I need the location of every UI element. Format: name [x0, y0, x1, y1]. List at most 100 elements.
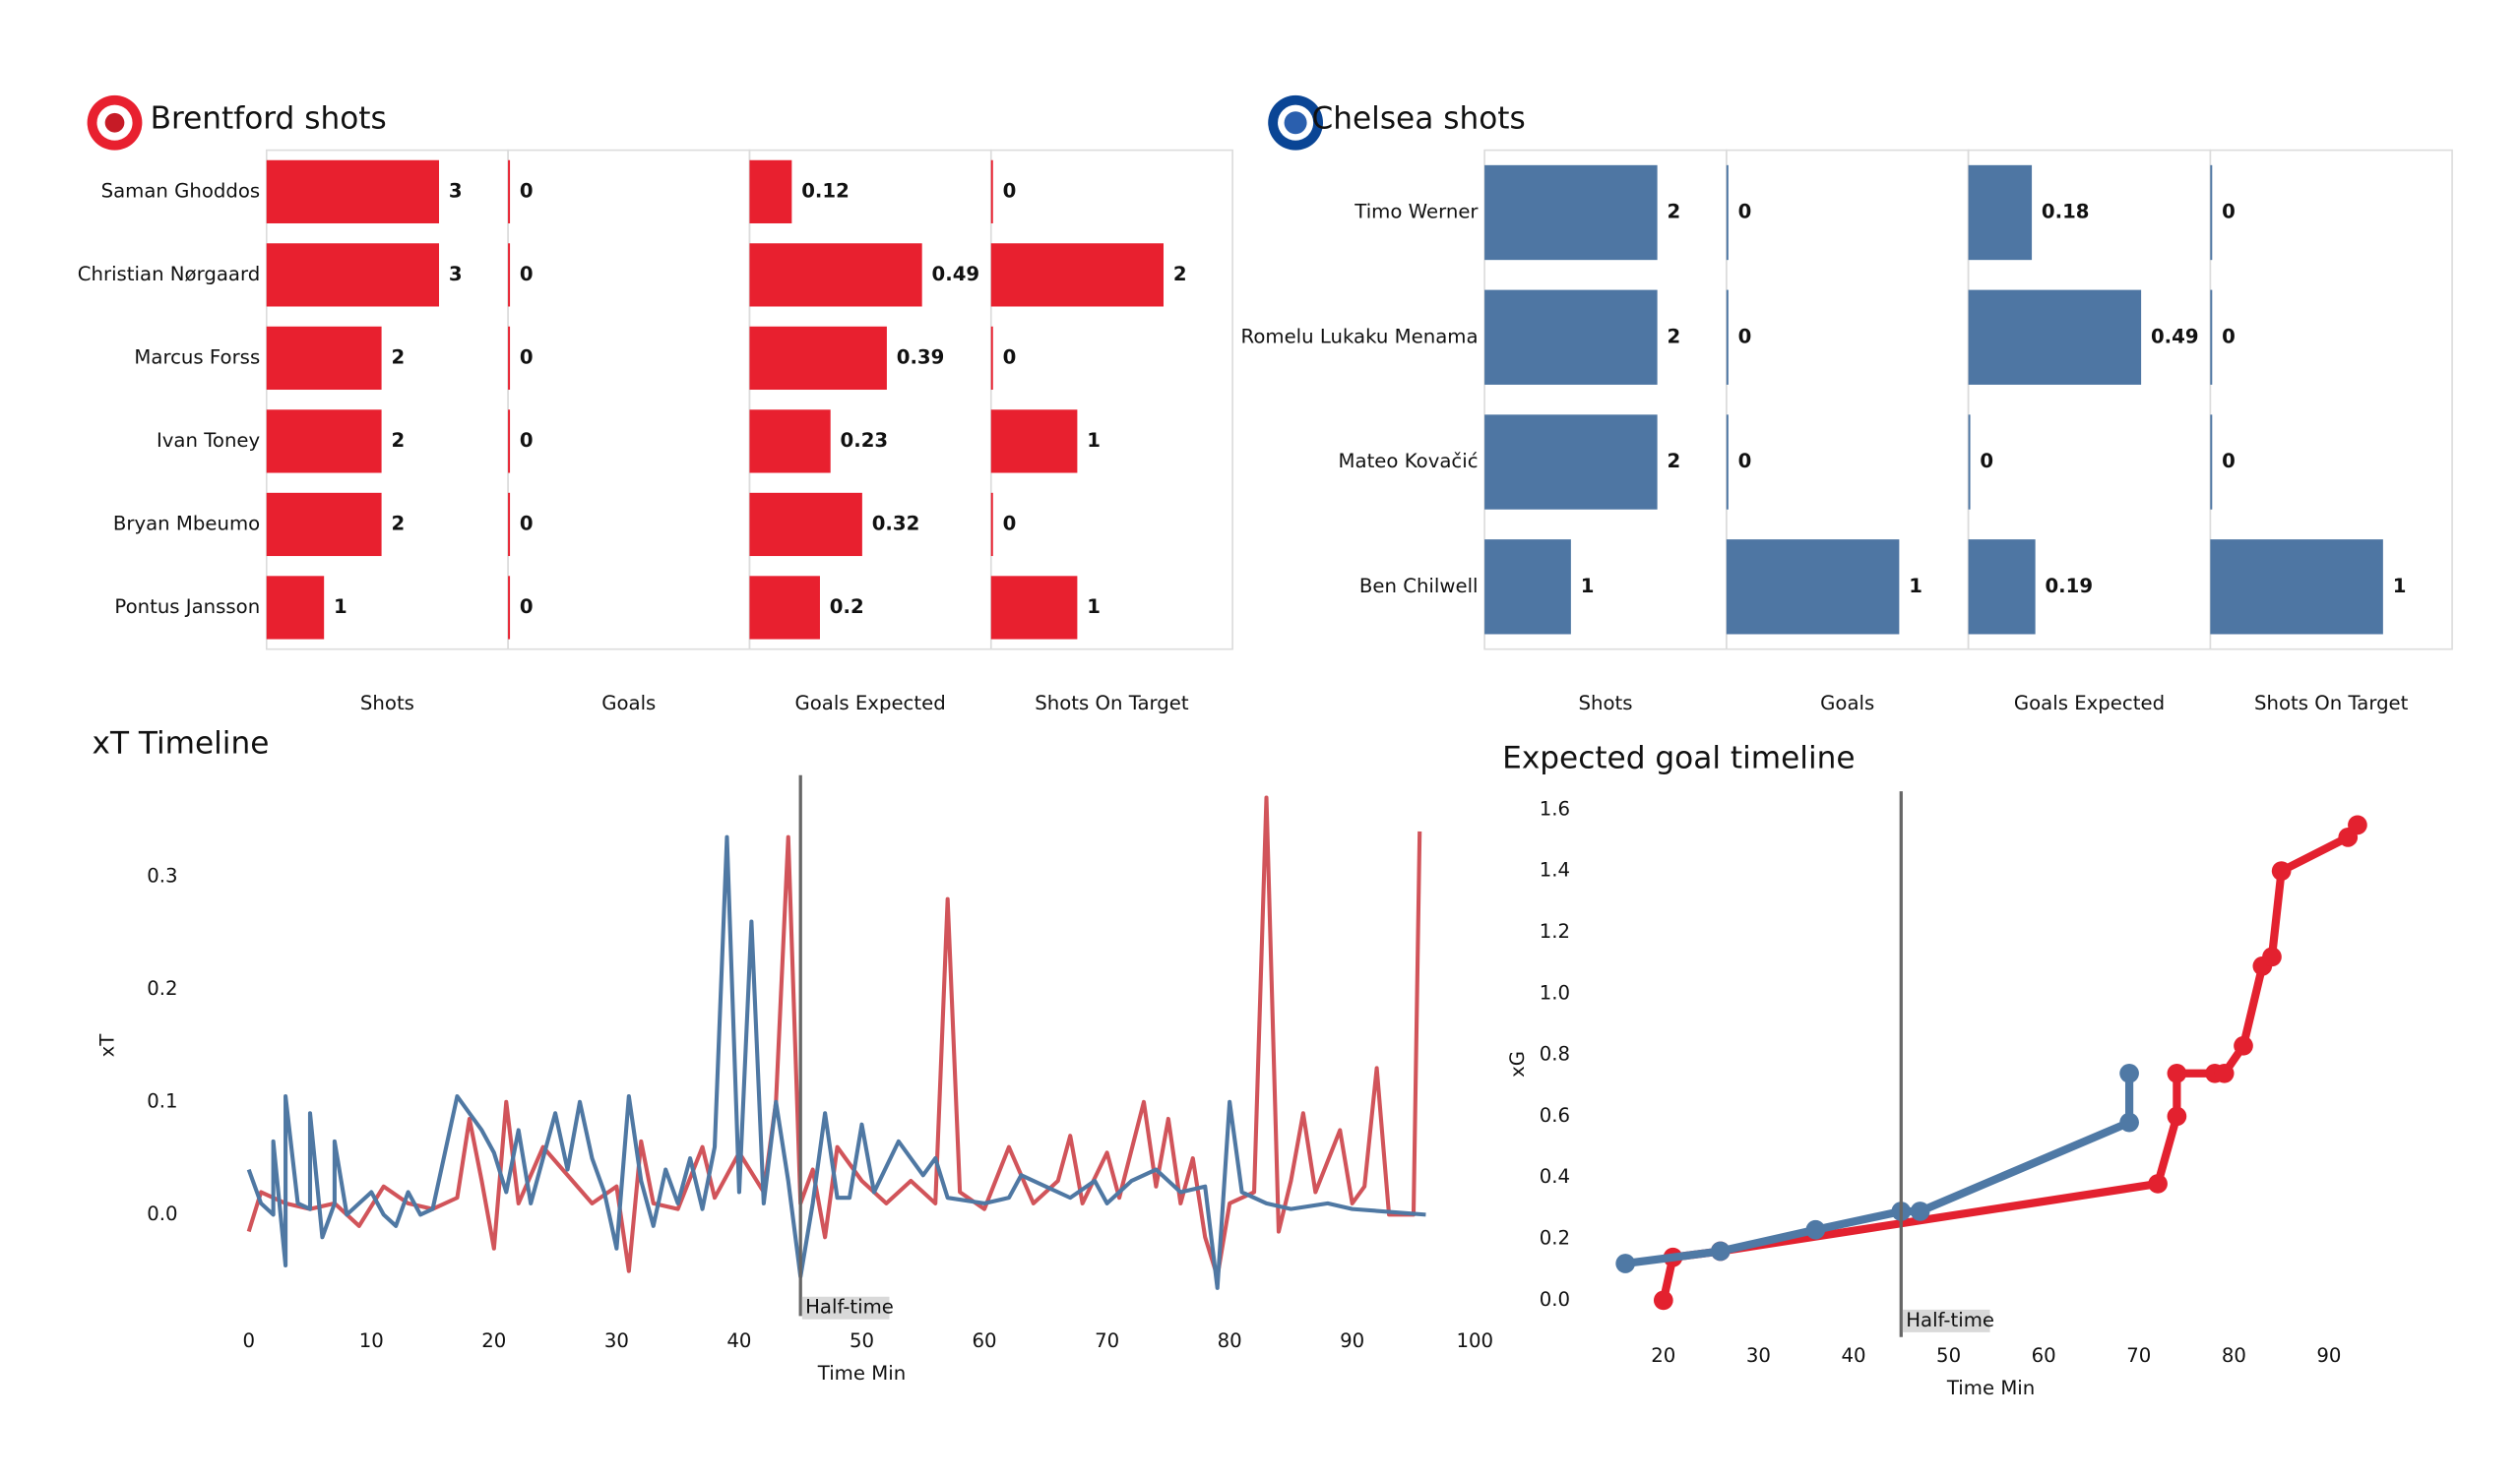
bar [266, 243, 440, 307]
value-label: 3 [449, 263, 463, 285]
x-tick-label: 100 [1456, 1329, 1493, 1352]
bar [1484, 164, 1658, 261]
x-tick-label: 70 [2126, 1344, 2151, 1367]
value-label: 0 [520, 179, 534, 202]
bar [266, 492, 382, 557]
point [1710, 1241, 1731, 1262]
y-tick-label: 0.6 [1540, 1104, 1570, 1127]
bar [1968, 289, 2142, 385]
annotation: Half-time [1906, 1309, 1994, 1331]
bar [1968, 414, 1971, 510]
category-label: Bryan Mbeumo [113, 512, 260, 534]
category-label: Ivan Toney [157, 429, 261, 452]
x-tick-label: 90 [1340, 1329, 1364, 1352]
y-axis-label: xT [95, 1033, 118, 1058]
value-label: 0 [520, 429, 534, 452]
value-label: 2 [1667, 325, 1680, 347]
y-tick-label: 1.0 [1540, 981, 1570, 1004]
value-label: 1 [2393, 575, 2407, 597]
value-label: 0 [1003, 179, 1017, 202]
value-label: 2 [391, 512, 405, 534]
value-label: 0 [520, 263, 534, 285]
bar [990, 492, 993, 557]
panel-frame [2209, 149, 2453, 650]
value-label: 2 [1173, 263, 1187, 285]
brentford-logo [87, 94, 143, 151]
category-label: Mateo Kovačić [1339, 450, 1479, 472]
annotation-box [1902, 1309, 1990, 1332]
bar [749, 492, 862, 557]
y-tick-label: 1.6 [1540, 797, 1570, 820]
series-line [246, 795, 1422, 1279]
point [2348, 815, 2367, 835]
point [2148, 1174, 2168, 1194]
x-tick-label: 20 [1651, 1344, 1675, 1367]
bar [1726, 539, 1900, 635]
bar [1484, 539, 1571, 635]
category-label: Marcus Forss [134, 345, 260, 368]
chart-title: Chelsea shots [1312, 100, 1526, 136]
value-label: 0 [520, 595, 534, 618]
point [1615, 1254, 1636, 1273]
value-label: 2 [391, 345, 405, 368]
bar [508, 409, 511, 473]
bar [749, 326, 887, 391]
point [2262, 947, 2282, 967]
panel-label: Goals Expected [795, 692, 946, 714]
value-label: 0.19 [2045, 575, 2093, 597]
y-tick-label: 0.4 [1540, 1165, 1570, 1188]
category-label: Ben Chilwell [1359, 575, 1479, 597]
y-axis-label: xG [1506, 1051, 1529, 1078]
x-axis-label: Time Min [1946, 1377, 2035, 1399]
chart-title: Expected goal timeline [1502, 740, 1855, 775]
y-tick-label: 0.2 [147, 977, 177, 1000]
category-label: Christian Nørgaard [78, 263, 260, 285]
bar [749, 159, 792, 223]
x-axis-label: Time Min [817, 1362, 906, 1385]
bar [2210, 414, 2213, 510]
panel-label: Shots On Target [1035, 692, 1189, 714]
bar [1968, 539, 2036, 635]
value-label: 0 [1980, 450, 1993, 472]
annotation: Half-time [805, 1296, 894, 1319]
bar [990, 409, 1078, 473]
panel-frame [748, 149, 992, 650]
category-label: Saman Ghoddos [101, 179, 261, 202]
bar [266, 409, 382, 473]
bar [1484, 289, 1658, 385]
panel-label: Goals Expected [2014, 692, 2165, 714]
bar [1968, 164, 2033, 261]
x-tick-label: 40 [726, 1329, 751, 1352]
value-label: 0 [2222, 201, 2236, 223]
x-tick-label: 10 [359, 1329, 384, 1352]
bar [990, 159, 993, 223]
value-label: 3 [449, 179, 463, 202]
point [2271, 861, 2292, 881]
bar [508, 576, 511, 640]
y-tick-label: 0.8 [1540, 1043, 1570, 1066]
y-tick-label: 1.2 [1540, 920, 1570, 943]
value-label: 1 [1087, 595, 1101, 618]
panel-frame [265, 149, 509, 650]
y-tick-label: 0.0 [147, 1202, 177, 1225]
bar [990, 326, 993, 391]
point [2167, 1106, 2187, 1127]
y-tick-label: 0.1 [147, 1089, 177, 1112]
x-tick-label: 50 [850, 1329, 874, 1352]
value-label: 0 [520, 512, 534, 534]
value-label: 2 [391, 429, 405, 452]
bar [990, 576, 1078, 640]
value-label: 2 [1667, 450, 1680, 472]
chart-title: xT Timeline [93, 726, 270, 762]
bar [266, 576, 325, 640]
value-label: 0.23 [841, 429, 889, 452]
bar [990, 243, 1165, 307]
x-tick-label: 0 [242, 1329, 255, 1352]
point [2167, 1063, 2187, 1083]
value-label: 0 [1738, 325, 1752, 347]
bar [1726, 289, 1729, 385]
panel-label: Shots [360, 692, 414, 714]
value-label: 0.39 [897, 345, 945, 368]
bar [266, 326, 382, 391]
